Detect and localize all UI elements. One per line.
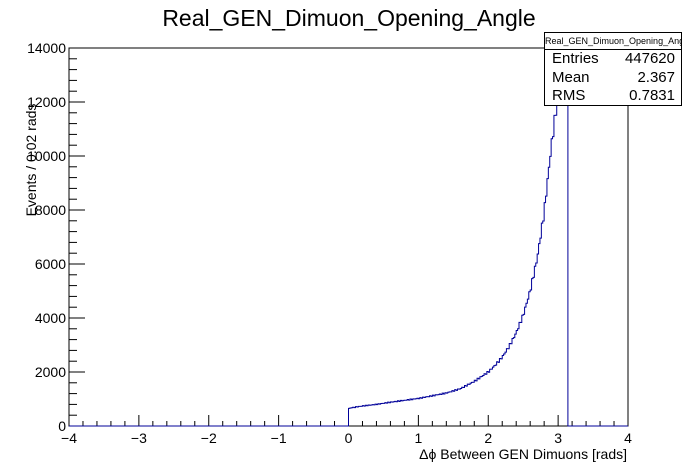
- x-tick-label: −3: [131, 430, 147, 446]
- y-tick-label: 6000: [35, 256, 66, 272]
- y-tick-label: 10000: [27, 148, 66, 164]
- x-axis-label: Δϕ Between GEN Dimuons [rads]: [419, 446, 627, 462]
- y-axis: 0 2000 4000 6000 8000 10000 12000 14000: [27, 40, 85, 434]
- x-axis: −4 −3 −2 −1 0 1 2 3 4: [61, 415, 632, 446]
- y-tick-label: 0: [58, 418, 66, 434]
- x-tick-label: 1: [414, 430, 422, 446]
- stats-entries-row: Entries 447620: [545, 50, 681, 69]
- y-axis-label: Events / 0.02 rads: [23, 104, 39, 217]
- x-tick-label: 0: [345, 430, 353, 446]
- histogram-series-line: [69, 47, 628, 427]
- x-tick-label: −1: [271, 430, 287, 446]
- stats-rms-label: RMS: [552, 87, 586, 104]
- stats-rms-value: 0.7831: [629, 87, 675, 104]
- stats-mean-row: Mean 2.367: [545, 69, 681, 88]
- stats-entries-label: Entries: [552, 50, 599, 67]
- y-tick-label: 8000: [35, 202, 66, 218]
- stats-entries-value: 447620: [624, 50, 675, 67]
- x-tick-label: 4: [624, 430, 632, 446]
- y-tick-label: 4000: [35, 310, 66, 326]
- x-tick-label: 3: [554, 430, 562, 446]
- stats-mean-label: Mean: [552, 68, 590, 86]
- x-tick-label: 2: [484, 430, 492, 446]
- y-tick-label: 2000: [35, 364, 66, 380]
- stats-box: Real_GEN_Dimuon_Opening_Angle Entries 44…: [544, 32, 682, 106]
- stats-rms-row: RMS 0.7831: [545, 87, 681, 106]
- stats-box-title: Real_GEN_Dimuon_Opening_Angle: [545, 33, 681, 50]
- y-tick-label: 14000: [27, 40, 66, 56]
- chart-title: Real_GEN_Dimuon_Opening_Angle: [162, 5, 535, 31]
- x-tick-label: −4: [61, 430, 77, 446]
- y-tick-label: 12000: [27, 94, 66, 110]
- stats-mean-value: 2.367: [637, 68, 675, 86]
- x-tick-label: −2: [201, 430, 217, 446]
